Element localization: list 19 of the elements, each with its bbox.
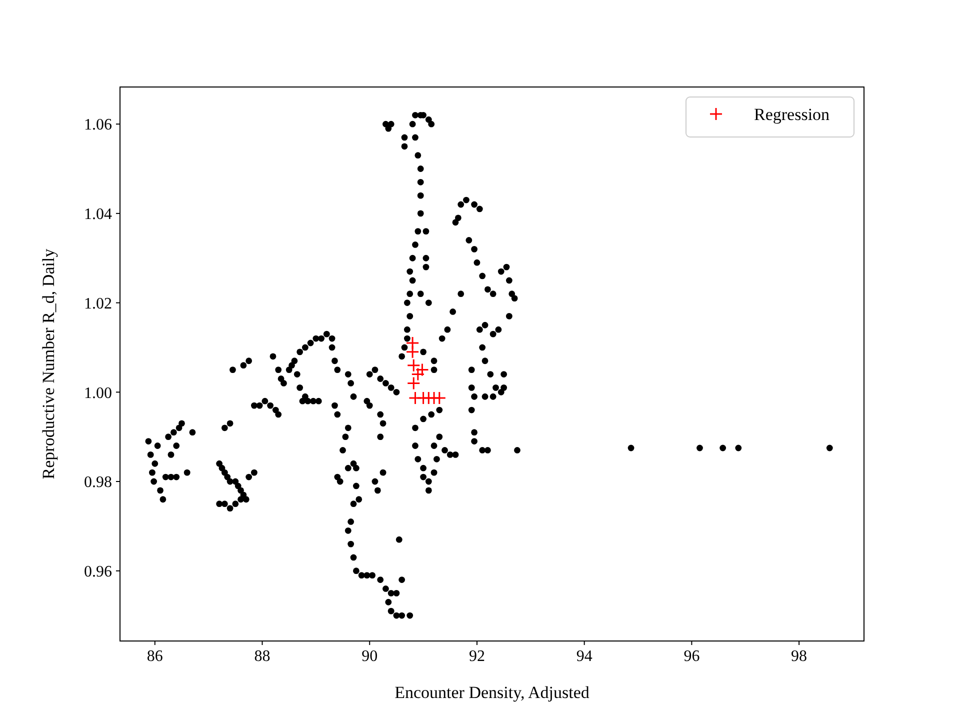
y-tick-label: 1.02 (84, 295, 112, 312)
point (406, 345, 420, 359)
x-tick-label: 92 (468, 648, 485, 665)
x-tick-label: 88 (254, 648, 270, 665)
point (432, 391, 446, 405)
y-tick-label: 0.96 (84, 563, 112, 580)
x-axis-title: Encounter Density, Adjusted (394, 683, 590, 702)
y-tick-label: 1.06 (84, 116, 112, 134)
y-tick-label: 1.00 (84, 384, 112, 402)
point (406, 376, 420, 390)
y-tick-label: 0.98 (84, 474, 112, 492)
legend-label: Regression (754, 104, 830, 124)
y-tick-label: 1.04 (84, 206, 112, 224)
x-tick-label: 96 (684, 648, 700, 665)
x-tick-label: 86 (146, 648, 163, 665)
x-tick-label: 94 (576, 648, 592, 665)
x-tick-label: 98 (791, 648, 808, 665)
x-tick-label: 90 (362, 648, 378, 665)
y-axis-title: Reproductive Number R_d, Daily (39, 248, 58, 480)
